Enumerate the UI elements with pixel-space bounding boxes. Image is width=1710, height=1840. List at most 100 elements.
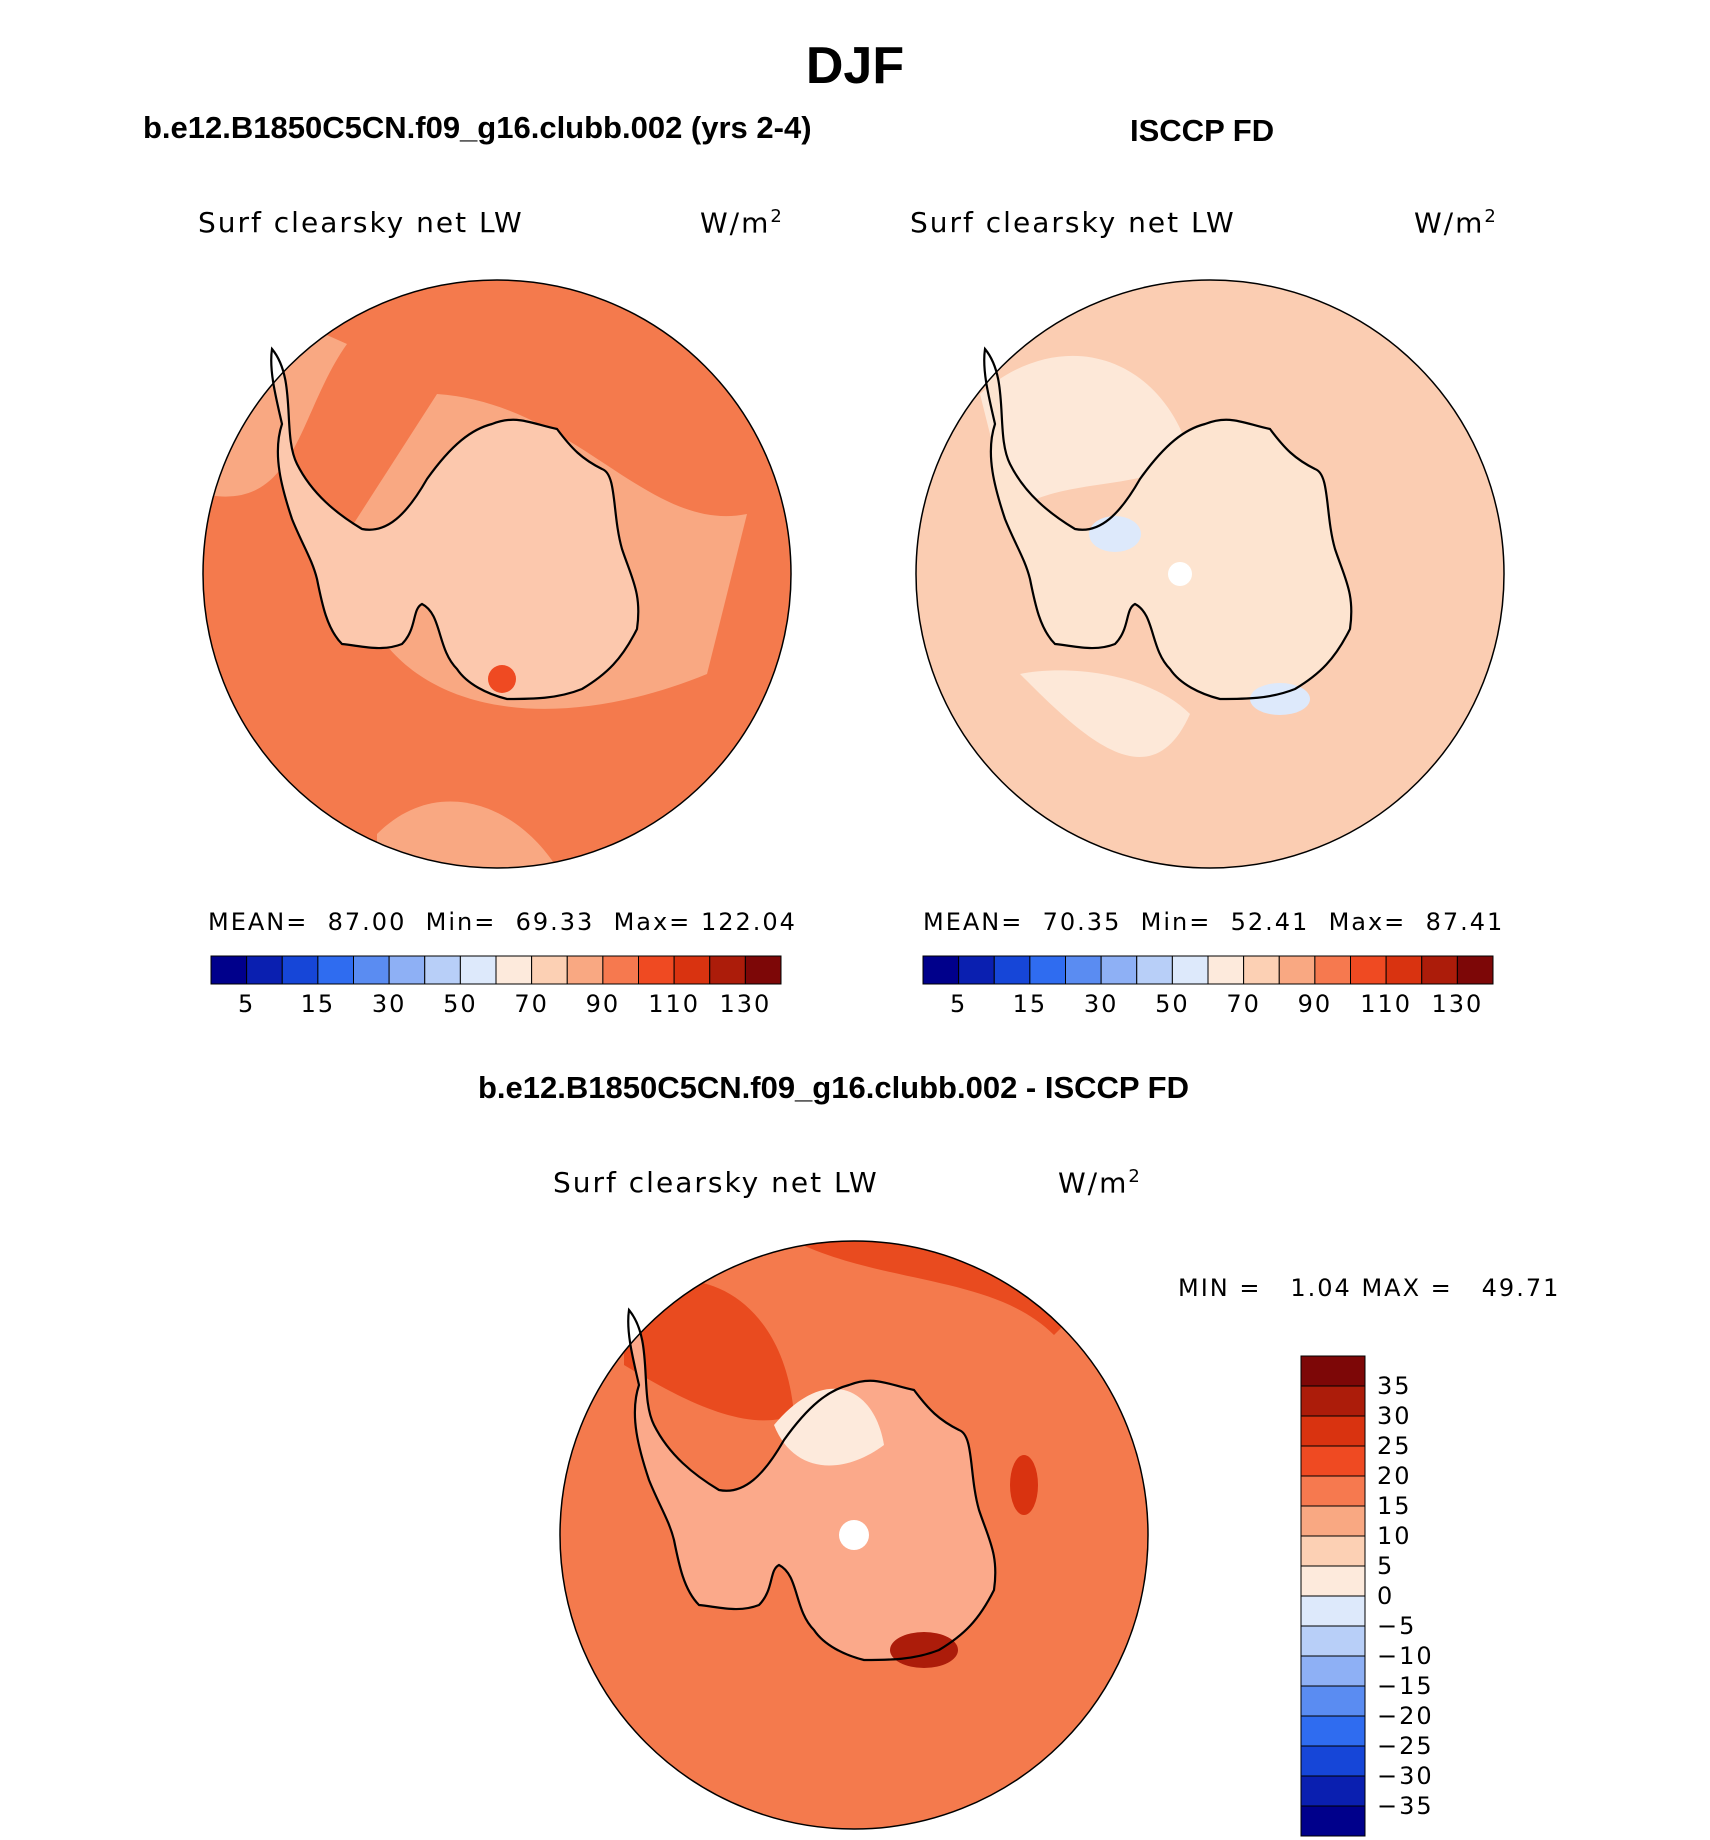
diff-colorbar-box: [1300, 1715, 1366, 1747]
model-colorbar-box: [638, 955, 675, 985]
model-colorbar-tick-label: 15: [300, 990, 336, 1018]
diff-colorbar-box: [1300, 1385, 1366, 1417]
obs-min-value: 52.41: [1230, 908, 1310, 936]
diff-map-clipped: [560, 1241, 1148, 1829]
diff-colorbar-box: [1300, 1595, 1366, 1627]
diff-colorbar-box: [1300, 1775, 1366, 1807]
diff-colorbar-tick-label: −15: [1377, 1672, 1434, 1700]
obs-colorbar-box: [1029, 955, 1066, 985]
diff-map: [559, 1240, 1149, 1830]
obs-colorbar-box: [922, 955, 960, 985]
model-mean-label: MEAN=: [208, 908, 309, 936]
model-max-value: 122.04: [700, 908, 797, 936]
model-coastline: [270, 346, 640, 701]
diff-colorbar-box: [1300, 1625, 1366, 1657]
model-colorbar-tick-label: 130: [719, 990, 772, 1018]
model-colorbar-box: [353, 955, 390, 985]
model-colorbar-box: [673, 955, 711, 985]
obs-ocean-light-south: [1020, 670, 1190, 757]
diff-colorbar-tick-label: 15: [1377, 1492, 1412, 1520]
model-stats: MEAN= 87.00 Min= 69.33 Max= 122.04: [208, 908, 797, 936]
model-min-value: 69.33: [515, 908, 595, 936]
obs-units-label: W/m2: [1414, 206, 1498, 240]
obs-colorbar: [922, 955, 1494, 985]
diff-colorbar-tick-label: 0: [1377, 1582, 1395, 1610]
diff-colorbar-box: [1300, 1415, 1366, 1447]
model-colorbar-box: [531, 955, 568, 985]
obs-colorbar-box: [1136, 955, 1173, 985]
diff-land-light-patch: [774, 1388, 884, 1466]
model-ocean-light-south: [377, 801, 557, 868]
model-min-label: Min=: [425, 908, 497, 936]
obs-variable-label: Surf clearsky net LW: [910, 206, 1236, 239]
model-colorbar-box: [602, 955, 639, 985]
obs-negative-patch-west: [1089, 516, 1141, 552]
obs-colorbar-tick-label: 130: [1431, 990, 1484, 1018]
obs-min-label: Min=: [1140, 908, 1212, 936]
obs-map-border: [915, 279, 1505, 869]
diff-min-value: 1.04: [1290, 1274, 1352, 1302]
obs-colorbar-box: [1243, 955, 1280, 985]
obs-colorbar-tick-label: 90: [1297, 990, 1333, 1018]
diff-pole-hole: [839, 1520, 869, 1550]
diff-colorbar-box: [1300, 1355, 1366, 1387]
obs-colorbar-box: [1207, 955, 1245, 985]
diff-colorbar: [1300, 1355, 1366, 1837]
obs-negative-patch-south: [1250, 683, 1310, 715]
model-colorbar-box: [459, 955, 497, 985]
diff-colorbar-box: [1300, 1745, 1366, 1777]
diff-land-field: [628, 1310, 996, 1660]
obs-panel-subtitle: ISCCP FD: [1130, 113, 1275, 148]
obs-colorbar-box: [1314, 955, 1351, 985]
model-colorbar-box: [744, 955, 782, 985]
diff-colorbar-tick-label: −25: [1377, 1732, 1434, 1760]
model-colorbar-box: [566, 955, 604, 985]
diff-colorbar-box: [1300, 1805, 1366, 1837]
obs-colorbar-box: [958, 955, 995, 985]
obs-pole-hole: [1168, 562, 1192, 586]
model-units-label: W/m2: [700, 206, 784, 240]
diff-colorbar-box: [1300, 1655, 1366, 1687]
obs-colorbar-box: [1065, 955, 1102, 985]
model-colorbar-tick-label: 90: [585, 990, 621, 1018]
diff-colorbar-tick-label: −30: [1377, 1762, 1434, 1790]
diff-panel-subtitle: b.e12.B1850C5CN.f09_g16.clubb.002 - ISCC…: [478, 1070, 1189, 1105]
obs-max-label: Max=: [1328, 908, 1407, 936]
diff-colorbar-box: [1300, 1445, 1366, 1477]
obs-colorbar-box: [1456, 955, 1494, 985]
diff-colorbar-box: [1300, 1565, 1366, 1597]
obs-coastline: [983, 346, 1353, 701]
model-colorbar-box: [709, 955, 746, 985]
obs-stats: MEAN= 70.35 Min= 52.41 Max= 87.41: [923, 908, 1504, 936]
diff-colorbar-box: [1300, 1535, 1366, 1567]
model-colorbar-box: [495, 955, 533, 985]
model-colorbar-tick-label: 50: [443, 990, 478, 1018]
model-colorbar-box: [424, 955, 461, 985]
obs-colorbar-box: [1171, 955, 1209, 985]
diff-colorbar-box: [1300, 1475, 1366, 1507]
model-map: [202, 279, 792, 869]
model-colorbar-tick-label: 5: [237, 990, 256, 1018]
obs-map-clipped: [916, 280, 1504, 868]
diff-colorbar-tick-label: 20: [1377, 1462, 1412, 1490]
diff-units-label: W/m2: [1058, 1166, 1142, 1200]
diff-hotspot-south: [890, 1632, 958, 1668]
obs-colorbar-tick-label: 30: [1083, 990, 1119, 1018]
obs-map: [915, 279, 1505, 869]
obs-colorbar-tick-label: 15: [1012, 990, 1048, 1018]
obs-land-field: [984, 349, 1352, 699]
model-max-label: Max=: [613, 908, 692, 936]
diff-colorbar-tick-label: 35: [1377, 1372, 1412, 1400]
model-colorbar-tick-label: 70: [514, 990, 549, 1018]
diff-colorbar-box: [1300, 1505, 1366, 1537]
diff-colorbar-tick-label: 10: [1377, 1522, 1412, 1550]
diff-variable-label: Surf clearsky net LW: [553, 1166, 879, 1199]
obs-colorbar-tick-label: 110: [1360, 990, 1413, 1018]
model-variable-label: Surf clearsky net LW: [198, 206, 524, 239]
diff-colorbar-tick-label: −35: [1377, 1792, 1434, 1820]
diff-ocean-dark-northwest: [624, 1280, 794, 1421]
obs-colorbar-box: [1385, 955, 1423, 985]
obs-colorbar-tick-label: 50: [1155, 990, 1190, 1018]
obs-colorbar-tick-label: 5: [949, 990, 968, 1018]
